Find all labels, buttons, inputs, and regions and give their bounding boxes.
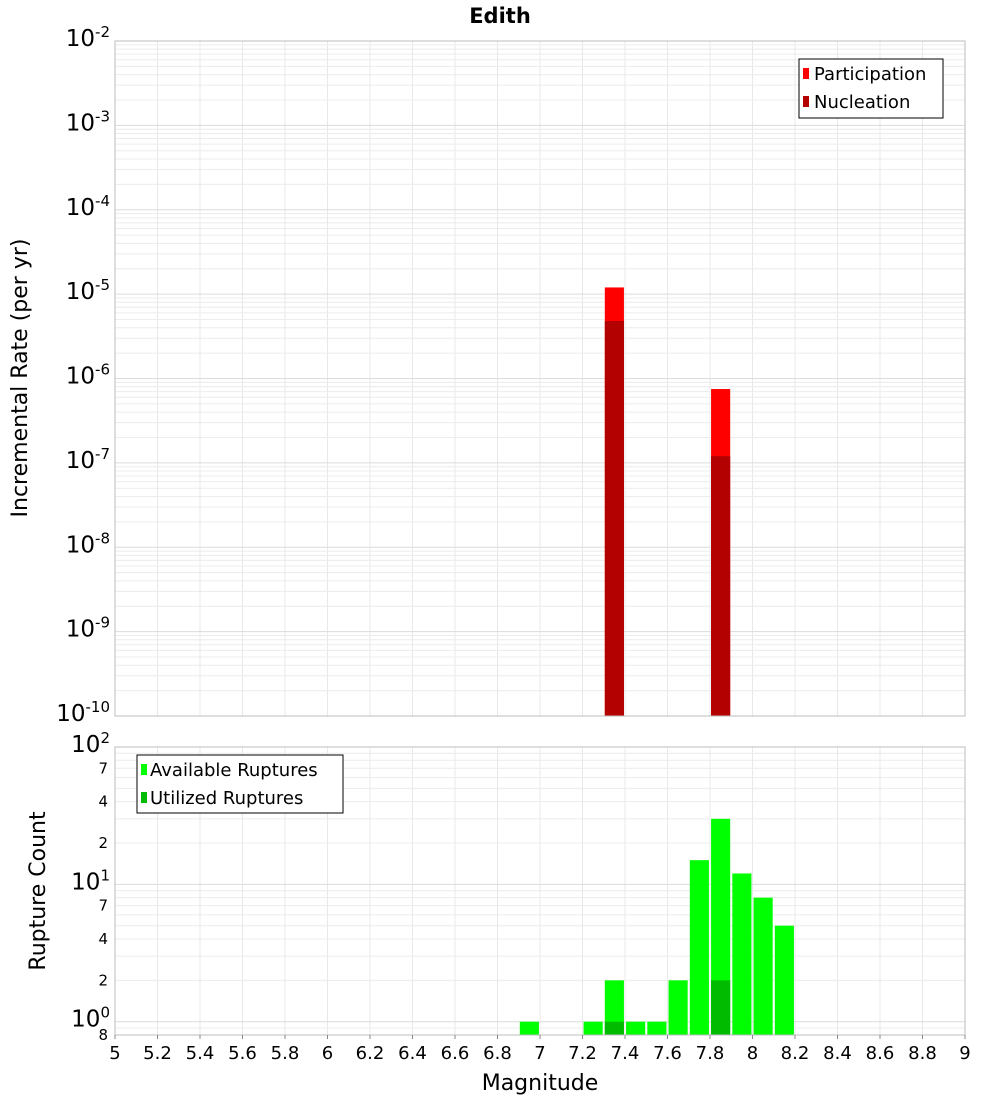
bottom-y-tick-exponent: 0 — [100, 1004, 110, 1022]
x-tick-label: 8 — [747, 1043, 758, 1064]
bar-available-ruptures — [732, 873, 752, 1035]
bottom-plot-legend: Available Ruptures Utilized Ruptures — [136, 754, 344, 814]
legend-swatch-utilized — [141, 792, 147, 803]
x-tick-label: 5.6 — [228, 1043, 257, 1064]
bottom-y-tick-base: 10 — [71, 1007, 100, 1033]
top-y-tick-exponent: -2 — [95, 23, 110, 41]
top-plot-grid — [114, 40, 966, 717]
bar-available-ruptures — [753, 897, 773, 1035]
top-y-tick-base: 10 — [66, 195, 95, 221]
bar-utilized-ruptures — [711, 980, 731, 1035]
top-y-tick-exponent: -7 — [95, 445, 110, 463]
x-axis-label: Magnitude — [482, 1071, 599, 1096]
chart-title: Edith — [469, 4, 531, 28]
x-tick-label: 8.8 — [908, 1043, 937, 1064]
bar-available-ruptures — [689, 860, 709, 1035]
x-tick-label: 7.8 — [696, 1043, 725, 1064]
bottom-y-tick-exponent: 1 — [100, 866, 110, 884]
legend-label-participation: Participation — [814, 64, 926, 85]
top-y-tick-exponent: -6 — [95, 361, 110, 379]
top-y-tick-base: 10 — [56, 701, 85, 727]
bottom-y-minor-tick: 4 — [98, 793, 108, 811]
bottom-plot-y-axis-label: Rupture Count — [26, 811, 51, 971]
top-y-tick-base: 10 — [66, 26, 95, 52]
x-tick-label: 6.6 — [441, 1043, 470, 1064]
x-axis-ticks: 5 5.2 5.4 5.6 5.8 6 6.2 6.4 6.6 6.8 7 7.2 7.4 7.6 7.8 8… — [109, 1035, 971, 1064]
bottom-y-minor-tick: 8 — [98, 1026, 108, 1044]
x-tick-label: 6.4 — [398, 1043, 427, 1064]
bottom-plot-bars — [519, 818, 794, 1035]
x-tick-label: 5 — [109, 1043, 120, 1064]
bar-available-ruptures — [604, 980, 624, 1035]
bottom-y-minor-tick: 2 — [98, 971, 108, 989]
x-tick-label: 8.2 — [781, 1043, 810, 1064]
x-tick-label: 9 — [959, 1043, 970, 1064]
top-y-tick-base: 10 — [66, 532, 95, 558]
top-y-tick-exponent: -5 — [95, 276, 110, 294]
bar-nucleation — [711, 456, 731, 716]
legend-swatch-participation — [803, 68, 809, 79]
x-tick-label: 7.2 — [568, 1043, 597, 1064]
legend-swatch-nucleation — [803, 96, 809, 107]
legend-label-utilized: Utilized Ruptures — [150, 788, 303, 809]
top-y-tick-exponent: -3 — [95, 107, 110, 125]
bar-utilized-ruptures — [604, 1021, 624, 1035]
top-plot-frame — [114, 40, 966, 717]
x-tick-label: 7.4 — [611, 1043, 640, 1064]
x-tick-label: 5.2 — [143, 1043, 172, 1064]
top-y-tick-exponent: -8 — [95, 529, 110, 547]
bar-available-ruptures — [774, 925, 794, 1035]
bottom-y-minor-tick: 7 — [98, 897, 108, 915]
bar-nucleation — [604, 321, 624, 716]
legend-label-nucleation: Nucleation — [814, 92, 910, 113]
top-y-tick-base: 10 — [66, 617, 95, 643]
bottom-y-minor-tick: 4 — [98, 930, 108, 948]
bottom-y-tick-base: 10 — [71, 732, 100, 758]
bar-available-ruptures — [647, 1021, 667, 1035]
top-plot-bars — [604, 287, 731, 716]
bar-available-ruptures — [583, 1021, 603, 1035]
top-plot-legend: Participation Nucleation — [798, 58, 944, 119]
x-tick-label: 7.6 — [653, 1043, 682, 1064]
top-y-tick-base: 10 — [66, 110, 95, 136]
bottom-y-minor-tick: 7 — [98, 759, 108, 777]
legend-swatch-available — [141, 764, 147, 775]
bottom-y-tick-exponent: 2 — [100, 729, 110, 747]
bar-available-ruptures — [626, 1021, 646, 1035]
top-y-tick-exponent: -9 — [95, 614, 110, 632]
x-tick-label: 7 — [534, 1043, 545, 1064]
x-tick-label: 5.8 — [271, 1043, 300, 1064]
top-y-tick-exponent: -10 — [86, 698, 111, 716]
x-tick-label: 8.6 — [866, 1043, 895, 1064]
bottom-y-tick-base: 10 — [71, 869, 100, 895]
x-tick-label: 8.4 — [823, 1043, 852, 1064]
x-tick-label: 5.4 — [186, 1043, 215, 1064]
x-tick-label: 6.2 — [356, 1043, 385, 1064]
x-tick-label: 6 — [322, 1043, 333, 1064]
top-y-tick-base: 10 — [66, 364, 95, 390]
bottom-y-minor-tick: 2 — [98, 834, 108, 852]
legend-label-available: Available Ruptures — [150, 760, 318, 781]
bar-available-ruptures — [519, 1021, 539, 1035]
top-y-tick-base: 10 — [66, 279, 95, 305]
top-y-tick-base: 10 — [66, 448, 95, 474]
top-y-tick-exponent: -4 — [95, 192, 110, 210]
top-plot-y-axis-label: Incremental Rate (per yr) — [8, 239, 33, 518]
bar-available-ruptures — [668, 980, 688, 1035]
x-tick-label: 6.8 — [483, 1043, 512, 1064]
